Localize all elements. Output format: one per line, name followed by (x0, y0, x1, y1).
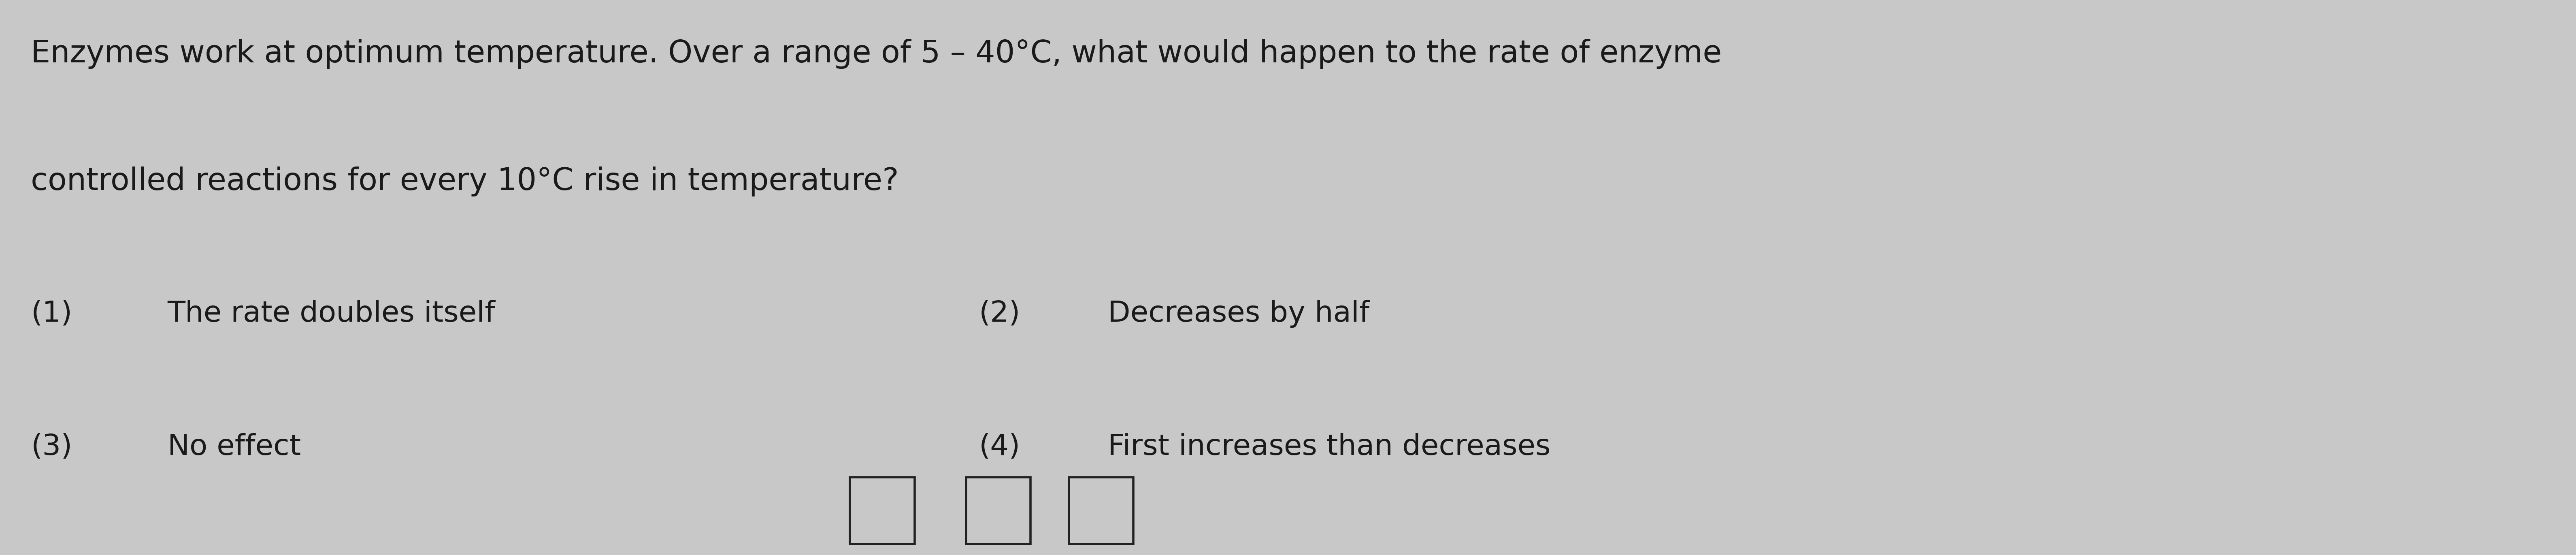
Text: First increases than decreases: First increases than decreases (1108, 433, 1551, 461)
Text: (1): (1) (31, 300, 72, 327)
Text: Decreases by half: Decreases by half (1108, 300, 1370, 327)
Bar (850, 477, 914, 544)
Text: (4): (4) (979, 433, 1020, 461)
Bar (966, 477, 1030, 544)
Text: The rate doubles itself: The rate doubles itself (167, 300, 495, 327)
Text: No effect: No effect (167, 433, 301, 461)
Text: Enzymes work at optimum temperature. Over a range of 5 – 40°C, what would happen: Enzymes work at optimum temperature. Ove… (31, 39, 1721, 69)
Text: controlled reactions for every 10°C rise in temperature?: controlled reactions for every 10°C rise… (31, 166, 899, 196)
Bar (1069, 477, 1133, 544)
Text: (2): (2) (979, 300, 1020, 327)
Text: (3): (3) (31, 433, 72, 461)
